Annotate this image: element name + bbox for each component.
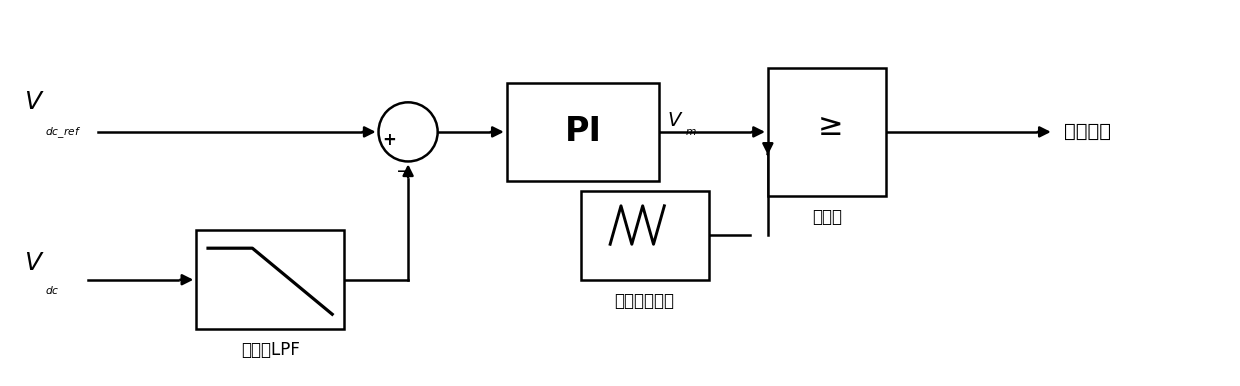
Text: $\geq$: $\geq$ xyxy=(812,112,842,141)
Text: PI: PI xyxy=(564,115,601,148)
Text: $V$: $V$ xyxy=(24,252,45,275)
Text: 开关信号: 开关信号 xyxy=(1064,122,1111,141)
Bar xyxy=(580,191,709,280)
Text: $_{dc\_ref}$: $_{dc\_ref}$ xyxy=(46,125,82,140)
Text: −: − xyxy=(396,163,413,181)
Text: $V$: $V$ xyxy=(24,91,45,114)
Bar xyxy=(768,68,887,196)
Text: $_{m}$: $_{m}$ xyxy=(684,124,697,138)
Text: 电压环LPF: 电压环LPF xyxy=(241,341,300,359)
Text: $_{dc}$: $_{dc}$ xyxy=(46,283,60,298)
Text: 比较器: 比较器 xyxy=(812,208,842,226)
Text: $V$: $V$ xyxy=(667,112,683,130)
Bar xyxy=(196,230,343,329)
Bar xyxy=(507,83,660,181)
Text: 三角波发生器: 三角波发生器 xyxy=(615,291,675,310)
Text: +: + xyxy=(382,131,397,149)
